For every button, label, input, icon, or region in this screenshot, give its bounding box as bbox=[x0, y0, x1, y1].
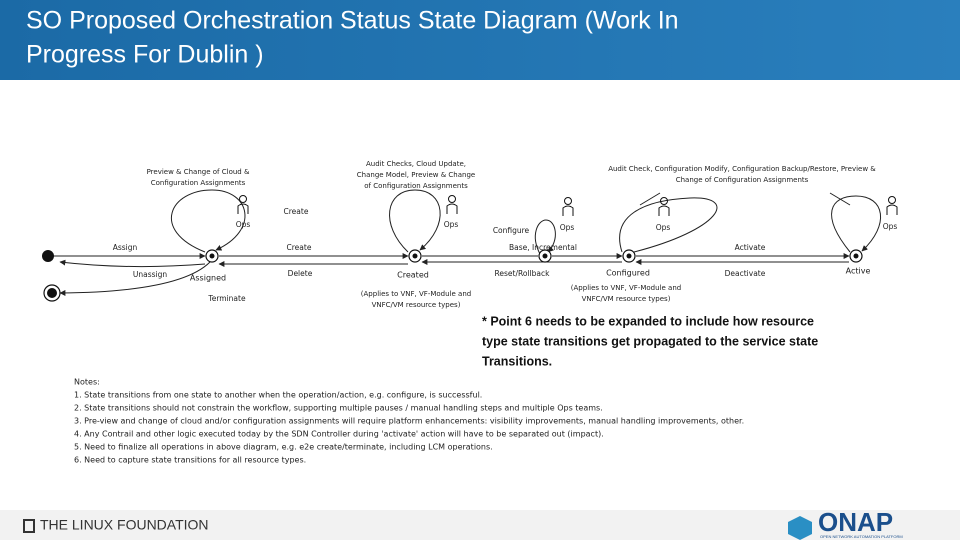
state-core bbox=[542, 253, 548, 259]
state-nodes bbox=[42, 249, 863, 302]
footer-left: THE LINUX FOUNDATION bbox=[40, 517, 209, 533]
arrow bbox=[831, 195, 881, 253]
ops-head bbox=[888, 196, 896, 204]
transition-label: Unassign bbox=[133, 270, 167, 279]
note-item: 4. Any Contrail and other logic executed… bbox=[74, 430, 604, 439]
arrow bbox=[389, 189, 441, 253]
transition-label: Reset/Rollback bbox=[495, 269, 551, 278]
arrow bbox=[59, 259, 206, 268]
state-core bbox=[209, 253, 215, 259]
annotation: Change of Configuration Assignments bbox=[676, 176, 809, 184]
transition-label: Create bbox=[287, 243, 312, 252]
callout: Transitions. bbox=[482, 354, 552, 368]
ops-icons bbox=[237, 195, 898, 216]
arrow bbox=[639, 192, 661, 206]
transition-label: Base, Incremental bbox=[509, 243, 577, 252]
ops-head bbox=[239, 195, 247, 203]
ops-label: Ops bbox=[656, 223, 671, 232]
state-label: Configured bbox=[606, 269, 650, 278]
transition-arrows bbox=[52, 189, 881, 296]
ops-body bbox=[446, 203, 458, 214]
state-core bbox=[853, 253, 859, 259]
note-item: 3. Pre-view and change of cloud and/or c… bbox=[74, 417, 744, 426]
transition-label: Terminate bbox=[207, 294, 246, 303]
ops-label: Ops bbox=[883, 222, 898, 231]
onap-logo bbox=[788, 516, 812, 540]
transition-label: Delete bbox=[288, 269, 313, 278]
annotation: Audit Check, Configuration Modify, Confi… bbox=[608, 165, 876, 173]
ops-head bbox=[564, 197, 572, 205]
annotation: of Configuration Assignments bbox=[364, 182, 468, 190]
state-core bbox=[412, 253, 418, 259]
transition-label: Deactivate bbox=[725, 269, 766, 278]
arrow bbox=[534, 219, 556, 255]
ops-label: Ops bbox=[444, 220, 459, 229]
note-item: 6. Need to capture state transitions for… bbox=[74, 456, 306, 465]
annotation: Audit Checks, Cloud Update, bbox=[366, 160, 466, 168]
footer-right: ONAP bbox=[818, 507, 893, 537]
ops-body bbox=[562, 205, 574, 216]
callout: * Point 6 needs to be expanded to includ… bbox=[482, 314, 814, 328]
scope-note: (Applies to VNF, VF-Module and bbox=[571, 284, 681, 292]
arrow bbox=[619, 197, 718, 253]
state-label: Created bbox=[397, 271, 429, 280]
note-item: 1. State transitions from one state to a… bbox=[74, 391, 482, 400]
annotation: Change Model, Preview & Change bbox=[357, 171, 475, 179]
scope-note: (Applies to VNF, VF-Module and bbox=[361, 290, 471, 298]
state-core bbox=[626, 253, 632, 259]
transition-label: Assign bbox=[113, 243, 138, 252]
lf-logo bbox=[23, 519, 35, 533]
ops-label: Ops bbox=[236, 220, 251, 229]
footer-tagline: OPEN NETWORK AUTOMATION PLATFORM bbox=[820, 534, 903, 539]
ops-body bbox=[658, 205, 670, 216]
annotation: Configuration Assignments bbox=[151, 179, 246, 187]
title: SO Proposed Orchestration Status State D… bbox=[26, 7, 679, 35]
ops-body bbox=[886, 204, 898, 215]
arrow bbox=[171, 189, 246, 253]
arrow bbox=[59, 261, 211, 296]
labels: SO Proposed Orchestration Status State D… bbox=[23, 7, 903, 540]
scope-note: VNFC/VM resource types) bbox=[372, 301, 461, 309]
note-item: 5. Need to finalize all operations in ab… bbox=[74, 443, 493, 452]
notes-heading: Notes: bbox=[74, 378, 100, 387]
title: Progress For Dublin ) bbox=[26, 41, 264, 69]
state-label: Active bbox=[846, 267, 871, 276]
title-bar bbox=[0, 0, 960, 80]
note-item: 2. State transitions should not constrai… bbox=[74, 404, 603, 413]
arrow bbox=[829, 192, 851, 206]
ops-head bbox=[660, 197, 668, 205]
transition-label: Activate bbox=[735, 243, 766, 252]
initial-state bbox=[42, 250, 54, 262]
transition-label: Configure bbox=[493, 226, 530, 235]
ops-head bbox=[448, 195, 456, 203]
scope-note: VNFC/VM resource types) bbox=[582, 295, 671, 303]
ops-body bbox=[237, 203, 249, 214]
state-label: Assigned bbox=[190, 274, 226, 283]
transition-label: Create bbox=[284, 207, 309, 216]
final-state bbox=[47, 288, 57, 298]
annotation: Preview & Change of Cloud & bbox=[147, 168, 250, 176]
callout: type state transitions get propagated to… bbox=[482, 334, 818, 348]
ops-label: Ops bbox=[560, 223, 575, 232]
